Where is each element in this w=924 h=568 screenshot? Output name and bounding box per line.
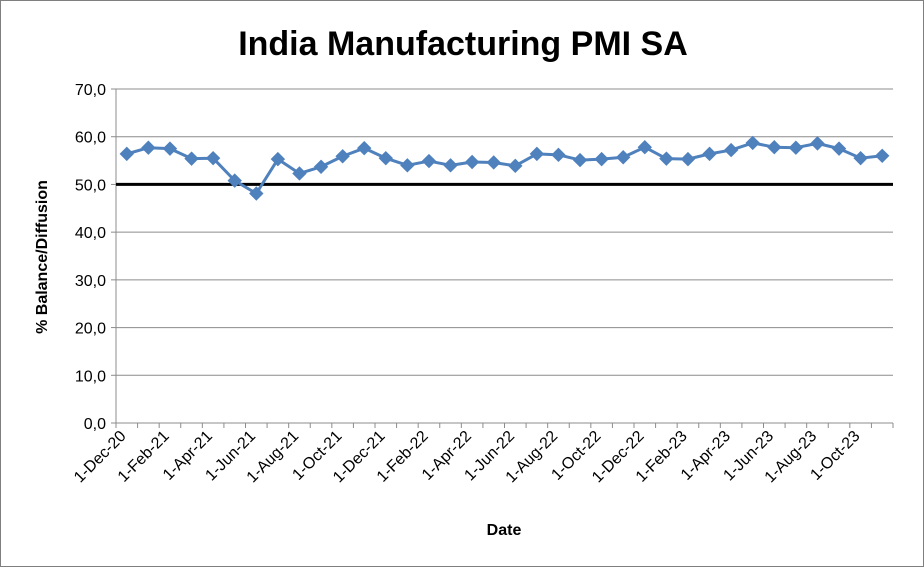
data-point bbox=[831, 141, 847, 156]
data-point bbox=[702, 146, 717, 162]
data-point bbox=[594, 151, 609, 167]
x-tick-labels: 1-Dec-201-Feb-211-Apr-211-Jun-211-Aug-21… bbox=[71, 428, 863, 487]
data-point bbox=[205, 150, 221, 166]
data-point bbox=[572, 152, 588, 168]
y-tick-label: 30,0 bbox=[75, 273, 106, 290]
data-point bbox=[357, 140, 372, 156]
x-axis-title: Date bbox=[487, 522, 522, 539]
data-point bbox=[551, 147, 566, 163]
data-point bbox=[378, 150, 393, 166]
data-point bbox=[400, 158, 415, 173]
data-point bbox=[616, 150, 631, 165]
data-point bbox=[810, 136, 825, 151]
data-point bbox=[443, 158, 458, 173]
data-point bbox=[788, 140, 804, 155]
data-point bbox=[745, 135, 760, 151]
data-point bbox=[184, 151, 199, 166]
data-point bbox=[637, 140, 652, 155]
y-axis-title: % Balance/Diffusion bbox=[34, 180, 51, 334]
data-point bbox=[421, 153, 437, 169]
data-point bbox=[249, 186, 264, 201]
data-point bbox=[680, 151, 696, 167]
data-point bbox=[141, 140, 156, 155]
data-point bbox=[508, 158, 523, 174]
y-tick-label: 60,0 bbox=[75, 130, 106, 147]
chart-title: India Manufacturing PMI SA bbox=[238, 25, 688, 63]
data-point bbox=[335, 149, 350, 164]
data-point bbox=[313, 159, 329, 174]
gridlines bbox=[116, 88, 893, 376]
data-point bbox=[119, 146, 134, 162]
data-point bbox=[767, 140, 782, 155]
y-tick-label: 70,0 bbox=[75, 82, 106, 99]
y-tick-label: 0,0 bbox=[84, 416, 106, 433]
data-point bbox=[270, 151, 286, 167]
y-tick-labels: 0,0 10,0 20,0 30,0 40,0 50,0 60,0 70,0 bbox=[75, 82, 106, 433]
data-point bbox=[659, 151, 674, 166]
data-point bbox=[162, 141, 178, 156]
data-point bbox=[486, 155, 501, 170]
data-point bbox=[227, 173, 242, 188]
data-point bbox=[723, 142, 739, 158]
y-tick-label: 50,0 bbox=[75, 177, 106, 194]
axes bbox=[111, 88, 894, 428]
y-tick-label: 10,0 bbox=[75, 368, 106, 385]
y-tick-label: 40,0 bbox=[75, 225, 106, 242]
data-point bbox=[853, 150, 868, 166]
series-group bbox=[119, 135, 890, 201]
data-point bbox=[292, 166, 307, 181]
data-point bbox=[529, 146, 545, 162]
data-point bbox=[464, 154, 480, 170]
data-point bbox=[875, 148, 890, 164]
y-tick-label: 20,0 bbox=[75, 321, 106, 338]
